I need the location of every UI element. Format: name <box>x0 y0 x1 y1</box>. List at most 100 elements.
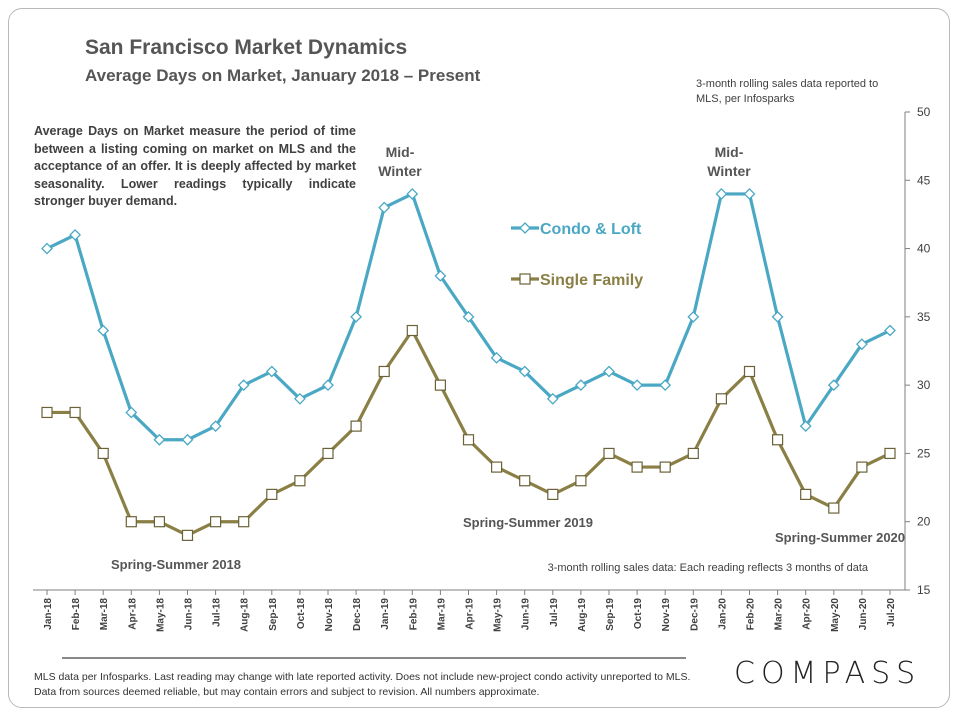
annotation-mid-winter-2019: Winter <box>378 163 422 179</box>
y-tick-label: 35 <box>917 310 931 324</box>
annotation-spring-summer-2019: Spring-Summer 2019 <box>463 515 593 530</box>
single-family-point <box>434 379 446 391</box>
condo-loft-point <box>237 379 250 392</box>
condo-loft-point <box>715 188 728 200</box>
x-tick-label: Jan-20 <box>717 598 728 630</box>
single-family-point <box>350 420 362 432</box>
x-tick-label: Mar-19 <box>436 598 447 631</box>
x-tick-label: Mar-20 <box>774 598 785 631</box>
condo-loft-point <box>855 338 868 351</box>
x-tick-label: Dec-18 <box>352 598 363 631</box>
single-family-point <box>125 516 137 528</box>
x-tick-label: Jun-18 <box>184 598 195 631</box>
x-tick-label: Apr-19 <box>465 598 476 630</box>
single-family-point <box>41 406 53 419</box>
description-text: Average Days on Market measure the perio… <box>34 124 356 208</box>
single-family-point <box>631 461 643 473</box>
single-family-point <box>743 365 756 378</box>
x-tick-label: Aug-19 <box>577 598 588 632</box>
x-tick-label: Jul-20 <box>886 598 897 627</box>
legend-condo-label: Condo & Loft <box>540 221 642 238</box>
y-tick-label: 50 <box>917 105 931 119</box>
condo-loft-point <box>434 269 447 282</box>
x-tick-label: Mar-18 <box>99 598 110 631</box>
condo-loft-point <box>209 420 222 433</box>
condo-loft-point <box>462 310 475 323</box>
single-family-point <box>519 475 531 487</box>
condo-loft-point <box>265 365 278 378</box>
x-tick-label: Sep-18 <box>268 598 279 631</box>
x-tick-label: Nov-18 <box>324 598 335 632</box>
y-tick-label: 40 <box>917 242 931 256</box>
y-tick-label: 15 <box>917 583 931 597</box>
x-tick-label: Jan-18 <box>43 598 54 630</box>
single-family-point <box>856 461 868 473</box>
footer-disclaimer: MLS data per Infosparks. Last reading ma… <box>34 671 691 698</box>
x-tick-label: Aug-18 <box>240 598 251 632</box>
single-family-point <box>181 529 194 541</box>
condo-loft-point <box>574 379 587 392</box>
condo-loft-point <box>322 379 334 392</box>
condo-loft-point <box>603 365 615 378</box>
x-tick-label: Feb-18 <box>71 598 82 631</box>
single-family-point <box>771 434 784 446</box>
annotation-mid-winter-2020: Mid- <box>715 144 744 160</box>
source-note: 3-month rolling sales data reported to M… <box>696 78 879 105</box>
single-family-point <box>322 447 334 460</box>
x-tick-label: Dec-19 <box>689 598 700 631</box>
annotation-rolling-data-note: 3-month rolling sales data: Each reading… <box>548 562 869 574</box>
single-family-point <box>378 365 390 378</box>
single-family-point <box>491 461 503 473</box>
x-tick-label: Jul-18 <box>212 598 223 627</box>
single-family-point <box>266 488 278 500</box>
condo-loft-point <box>490 351 503 364</box>
condo-loft-point <box>406 188 419 200</box>
condo-loft-point <box>631 379 644 392</box>
condo-loft-point <box>97 324 110 337</box>
condo-loft-point <box>153 433 166 446</box>
condo-loft-point <box>41 242 53 255</box>
single-family-point <box>659 461 671 473</box>
y-tick-label: 25 <box>917 446 931 460</box>
condo-loft-point <box>350 310 363 323</box>
condo-loft-point <box>293 392 306 405</box>
single-family-point <box>800 488 812 500</box>
condo-loft-point <box>659 379 672 392</box>
legend-single-family-marker <box>519 273 531 285</box>
condo-loft-point <box>799 420 812 433</box>
annotation-mid-winter-2020: Winter <box>707 163 751 179</box>
annotation-spring-summer-2018: Spring-Summer 2018 <box>111 557 241 572</box>
single-family-point <box>238 516 250 528</box>
single-family-point <box>97 447 109 460</box>
x-tick-label: Apr-20 <box>802 598 813 630</box>
x-tick-label: May-20 <box>830 598 841 632</box>
legend-condo-marker <box>519 222 531 234</box>
x-tick-label: Jan-19 <box>380 598 391 630</box>
y-tick-label: 30 <box>917 378 931 392</box>
condo-loft-point <box>771 310 784 323</box>
single-family-point <box>603 447 615 460</box>
condo-loft-point <box>378 201 391 214</box>
single-family-point <box>715 393 728 405</box>
single-family-point <box>575 475 587 487</box>
chart-frame <box>8 8 950 708</box>
x-tick-label: Sep-19 <box>605 598 616 631</box>
x-tick-label: Oct-19 <box>633 598 644 630</box>
x-tick-label: Feb-20 <box>746 598 757 631</box>
single-family-point <box>406 324 418 337</box>
x-tick-label: Jun-20 <box>858 598 869 631</box>
condo-loft-point <box>125 406 138 419</box>
single-family-point <box>462 434 475 446</box>
single-family-point <box>69 406 81 419</box>
x-tick-label: Jul-19 <box>549 598 560 627</box>
x-tick-label: Jun-19 <box>521 598 532 631</box>
single-family-point <box>687 447 699 460</box>
condo-loft-point <box>518 365 531 378</box>
x-tick-label: May-18 <box>155 598 166 632</box>
annotation-spring-summer-2020: Spring-Summer 2020 <box>775 530 905 545</box>
single-family-point <box>828 502 840 514</box>
condo-loft-point <box>827 379 840 392</box>
y-tick-label: 45 <box>917 173 931 187</box>
single-family-point <box>210 516 222 528</box>
